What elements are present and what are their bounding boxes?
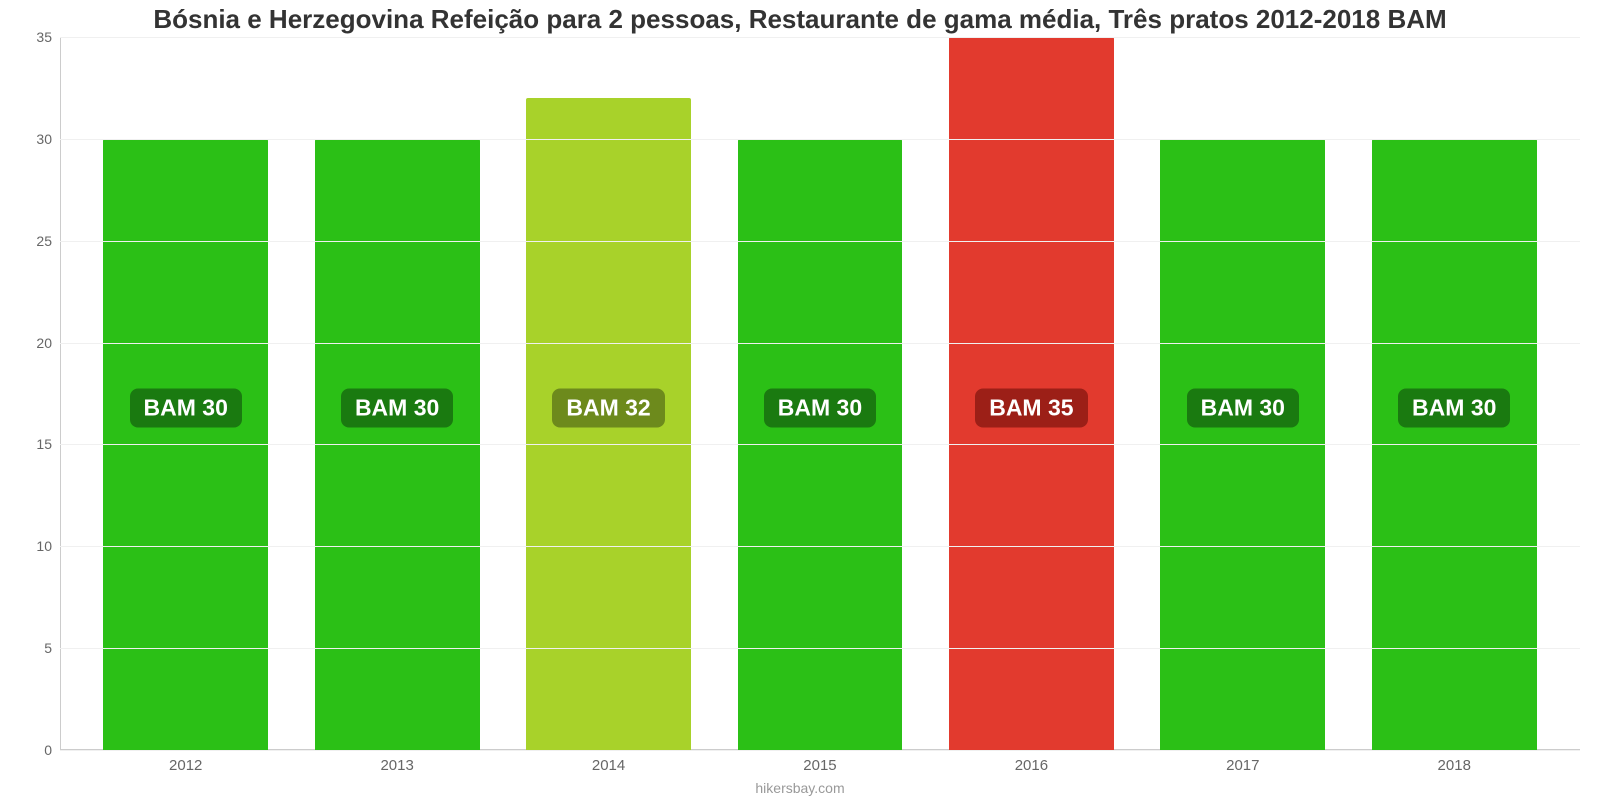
value-badge: BAM 30	[341, 388, 453, 427]
bar-slot: BAM 30	[1137, 37, 1348, 750]
x-tick-label: 2014	[503, 757, 714, 774]
x-tick-label: 2012	[80, 757, 291, 774]
grid-line	[60, 37, 1580, 38]
chart-footer: hikersbay.com	[0, 780, 1600, 796]
bar-slot: BAM 35	[926, 37, 1137, 750]
grid-line	[60, 546, 1580, 547]
value-badge: BAM 35	[975, 388, 1087, 427]
y-tick-label: 0	[20, 742, 52, 758]
y-tick-label: 25	[20, 233, 52, 249]
y-tick-label: 30	[20, 131, 52, 147]
y-tick-label: 5	[20, 640, 52, 656]
value-badge: BAM 30	[764, 388, 876, 427]
value-badge: BAM 32	[552, 388, 664, 427]
value-badge: BAM 30	[1398, 388, 1510, 427]
x-tick-label: 2015	[714, 757, 925, 774]
bar: BAM 35	[949, 37, 1114, 750]
bar-slot: BAM 30	[291, 37, 502, 750]
x-tick-label: 2018	[1349, 757, 1560, 774]
chart-container: BAM 30 BAM 30 BAM 32 BAM 30 BAM 35 BAM 30 BAM …	[0, 37, 1600, 800]
x-axis-labels: 2012201320142015201620172018	[60, 757, 1580, 774]
bar-slot: BAM 30	[1349, 37, 1560, 750]
bar-slot: BAM 30	[714, 37, 925, 750]
grid-line	[60, 750, 1580, 751]
bar: BAM 32	[526, 98, 691, 750]
value-badge: BAM 30	[1187, 388, 1299, 427]
bars-group: BAM 30 BAM 30 BAM 32 BAM 30 BAM 35 BAM 30 BAM …	[60, 37, 1580, 750]
x-tick-label: 2013	[291, 757, 502, 774]
bar-slot: BAM 32	[503, 37, 714, 750]
x-tick-label: 2016	[926, 757, 1137, 774]
bar-slot: BAM 30	[80, 37, 291, 750]
chart-title: Bósnia e Herzegovina Refeição para 2 pes…	[0, 0, 1600, 37]
plot-area: BAM 30 BAM 30 BAM 32 BAM 30 BAM 35 BAM 30 BAM …	[60, 37, 1580, 750]
grid-line	[60, 648, 1580, 649]
y-tick-label: 35	[20, 29, 52, 45]
grid-line	[60, 444, 1580, 445]
grid-line	[60, 343, 1580, 344]
y-tick-label: 10	[20, 538, 52, 554]
x-tick-label: 2017	[1137, 757, 1348, 774]
grid-line	[60, 139, 1580, 140]
y-tick-label: 15	[20, 436, 52, 452]
y-tick-label: 20	[20, 335, 52, 351]
grid-line	[60, 241, 1580, 242]
value-badge: BAM 30	[130, 388, 242, 427]
